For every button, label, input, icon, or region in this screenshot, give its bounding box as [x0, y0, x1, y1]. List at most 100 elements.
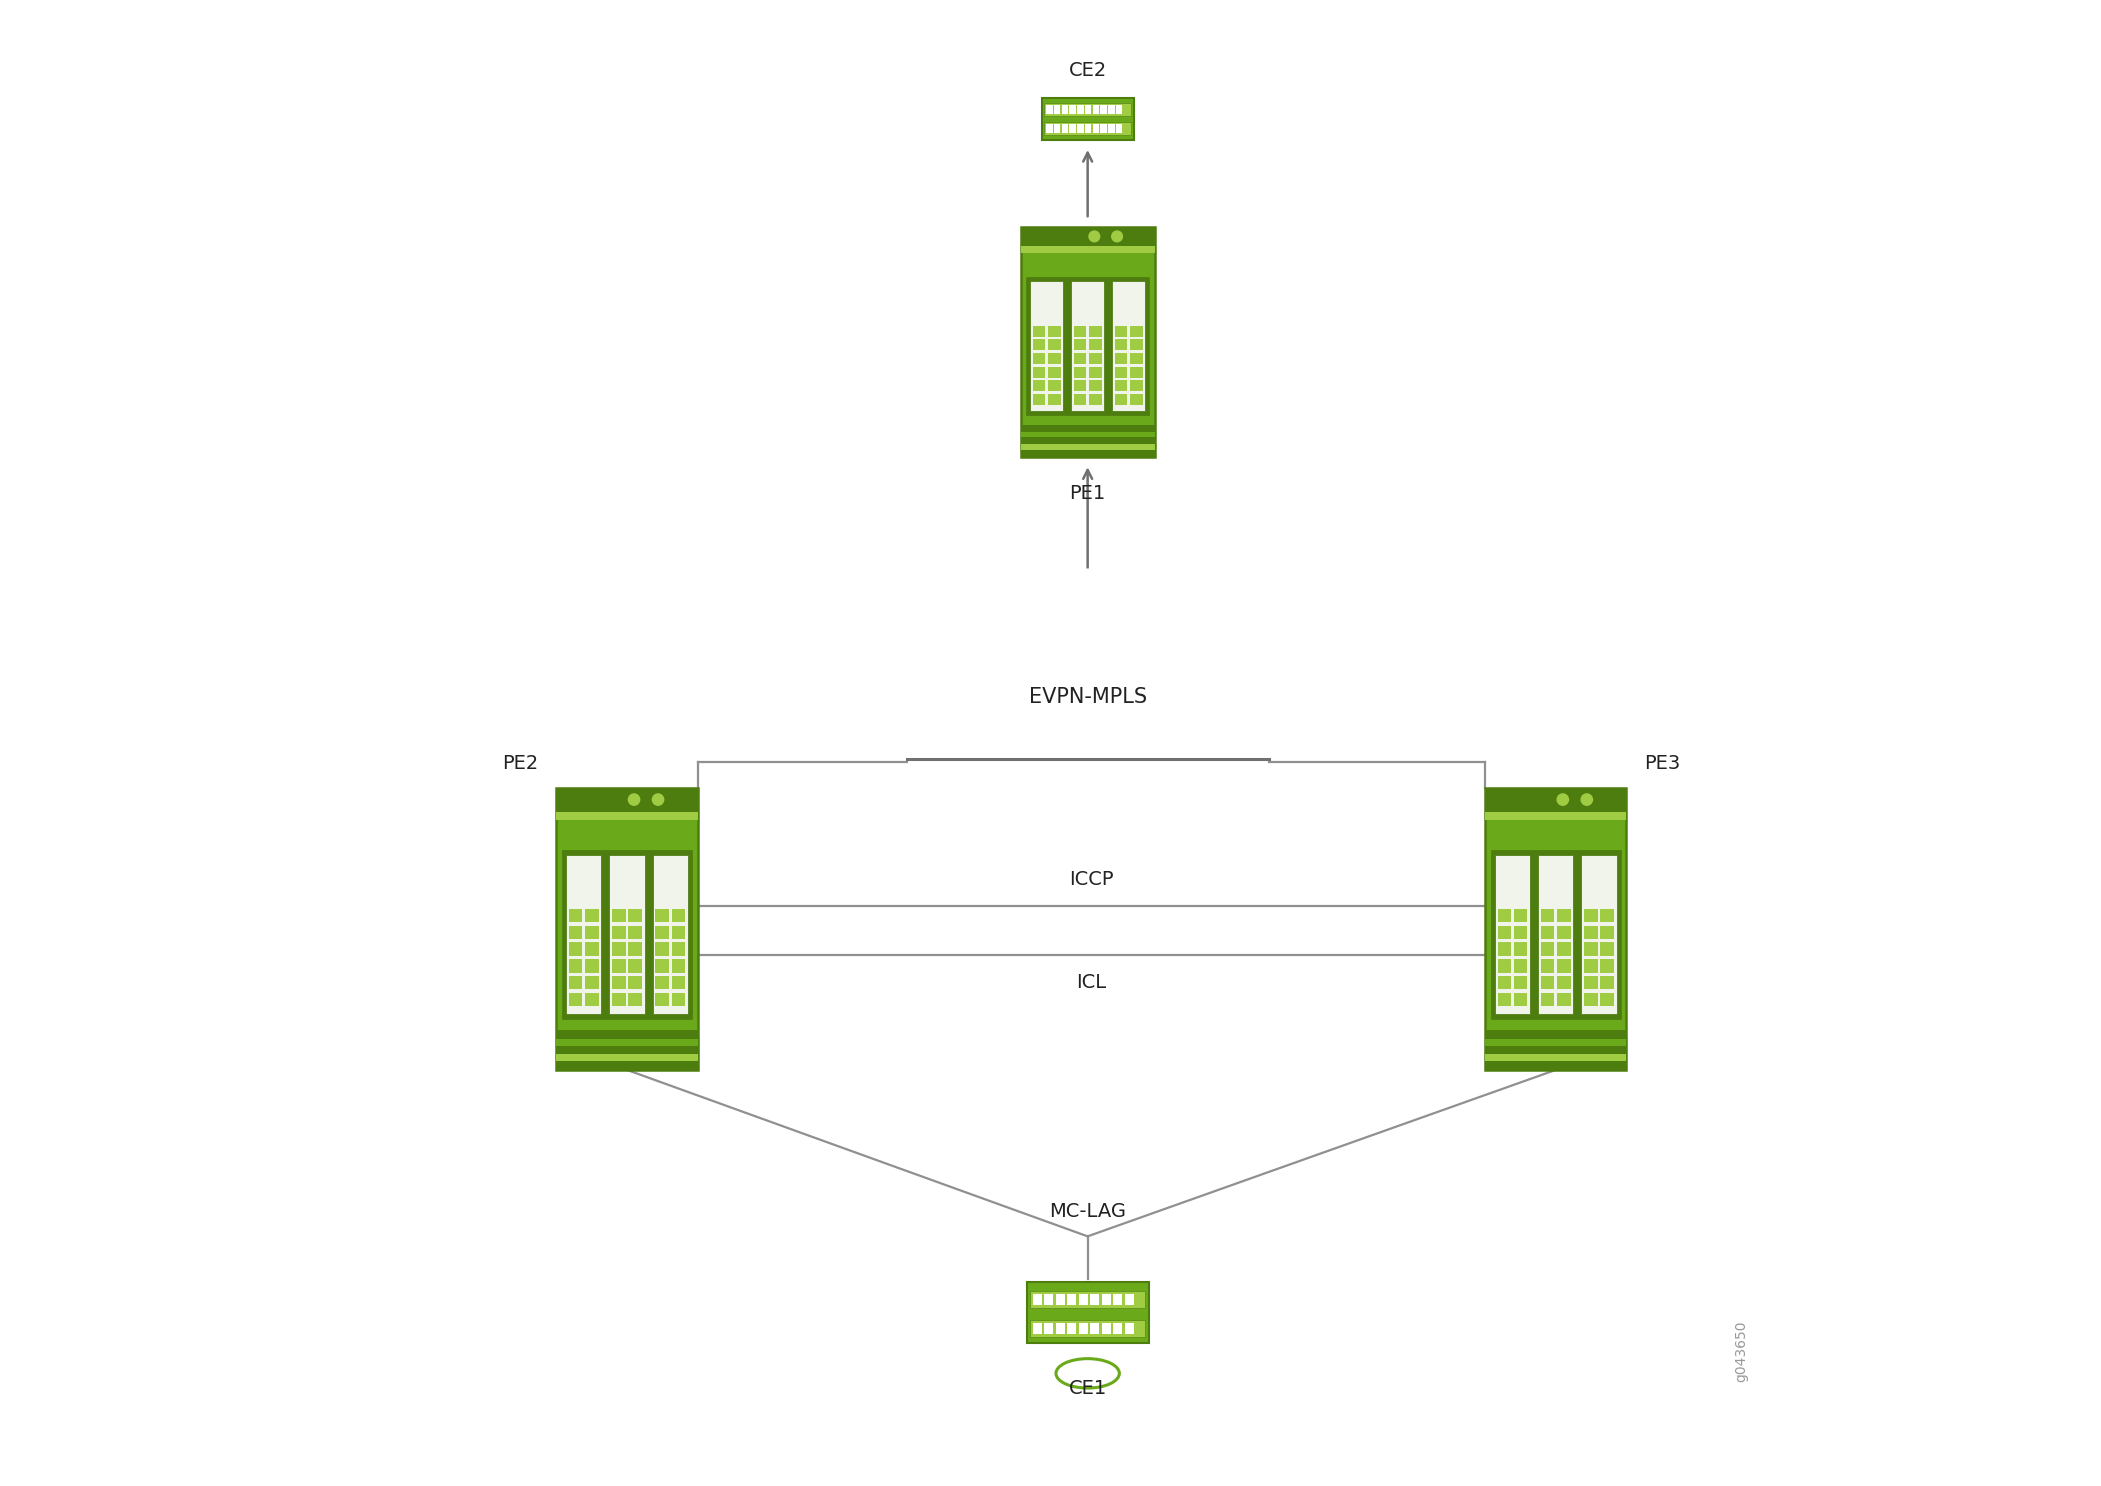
FancyBboxPatch shape [1540, 993, 1555, 1006]
FancyBboxPatch shape [1046, 123, 1053, 132]
FancyBboxPatch shape [628, 926, 643, 939]
FancyBboxPatch shape [569, 993, 582, 1006]
FancyBboxPatch shape [1101, 1294, 1111, 1305]
FancyBboxPatch shape [672, 976, 685, 990]
FancyBboxPatch shape [1044, 103, 1130, 116]
FancyBboxPatch shape [611, 993, 626, 1006]
FancyBboxPatch shape [1093, 106, 1099, 113]
FancyBboxPatch shape [1074, 380, 1086, 391]
FancyBboxPatch shape [1021, 437, 1156, 444]
FancyBboxPatch shape [1072, 281, 1105, 412]
FancyBboxPatch shape [653, 854, 687, 1013]
FancyBboxPatch shape [1067, 1323, 1076, 1333]
FancyBboxPatch shape [1515, 942, 1527, 955]
FancyBboxPatch shape [1034, 1294, 1042, 1305]
FancyBboxPatch shape [1515, 976, 1527, 990]
FancyBboxPatch shape [1557, 942, 1572, 955]
Circle shape [1164, 645, 1288, 770]
FancyBboxPatch shape [1498, 926, 1511, 939]
FancyBboxPatch shape [1515, 909, 1527, 923]
FancyBboxPatch shape [1540, 926, 1555, 939]
FancyBboxPatch shape [1601, 909, 1614, 923]
FancyBboxPatch shape [1124, 1294, 1135, 1305]
FancyBboxPatch shape [1055, 106, 1061, 113]
FancyBboxPatch shape [1601, 976, 1614, 990]
FancyBboxPatch shape [1584, 958, 1597, 973]
Text: MC-LAG: MC-LAG [1048, 1202, 1126, 1221]
Circle shape [887, 645, 1013, 770]
FancyBboxPatch shape [1540, 909, 1555, 923]
FancyBboxPatch shape [557, 811, 698, 820]
FancyBboxPatch shape [611, 976, 626, 990]
FancyBboxPatch shape [584, 942, 599, 955]
FancyBboxPatch shape [1130, 339, 1143, 351]
FancyBboxPatch shape [1074, 367, 1086, 377]
FancyBboxPatch shape [1114, 325, 1128, 337]
FancyBboxPatch shape [1061, 123, 1067, 132]
FancyBboxPatch shape [1078, 106, 1084, 113]
FancyBboxPatch shape [1485, 1039, 1626, 1046]
FancyBboxPatch shape [1055, 123, 1061, 132]
FancyBboxPatch shape [1055, 1323, 1065, 1333]
FancyBboxPatch shape [1044, 122, 1130, 135]
FancyBboxPatch shape [1044, 1294, 1053, 1305]
FancyBboxPatch shape [1601, 958, 1614, 973]
FancyBboxPatch shape [656, 976, 668, 990]
FancyBboxPatch shape [1515, 993, 1527, 1006]
FancyBboxPatch shape [557, 788, 698, 811]
FancyBboxPatch shape [584, 976, 599, 990]
FancyBboxPatch shape [1498, 942, 1511, 955]
FancyBboxPatch shape [1021, 431, 1156, 437]
FancyBboxPatch shape [1111, 281, 1145, 412]
FancyBboxPatch shape [1021, 247, 1156, 253]
FancyBboxPatch shape [1557, 958, 1572, 973]
FancyBboxPatch shape [584, 909, 599, 923]
FancyBboxPatch shape [1114, 1294, 1122, 1305]
FancyBboxPatch shape [1485, 1030, 1626, 1039]
FancyBboxPatch shape [611, 942, 626, 955]
FancyBboxPatch shape [672, 958, 685, 973]
FancyBboxPatch shape [1027, 1282, 1149, 1343]
FancyBboxPatch shape [1557, 993, 1572, 1006]
FancyBboxPatch shape [1032, 339, 1046, 351]
FancyBboxPatch shape [1540, 976, 1555, 990]
FancyBboxPatch shape [584, 993, 599, 1006]
FancyBboxPatch shape [1048, 352, 1061, 364]
FancyBboxPatch shape [1067, 1294, 1076, 1305]
Text: PE1: PE1 [1069, 484, 1105, 502]
Circle shape [1088, 230, 1099, 242]
FancyBboxPatch shape [1114, 367, 1128, 377]
FancyBboxPatch shape [1069, 106, 1076, 113]
FancyBboxPatch shape [1107, 123, 1114, 132]
FancyBboxPatch shape [1498, 909, 1511, 923]
FancyBboxPatch shape [1101, 106, 1107, 113]
FancyBboxPatch shape [1042, 98, 1135, 140]
FancyBboxPatch shape [1044, 1323, 1053, 1333]
FancyBboxPatch shape [628, 976, 643, 990]
Text: ICL: ICL [1076, 973, 1107, 993]
FancyBboxPatch shape [1090, 1323, 1099, 1333]
FancyBboxPatch shape [1114, 1323, 1122, 1333]
FancyBboxPatch shape [1540, 958, 1555, 973]
FancyBboxPatch shape [1492, 850, 1620, 1019]
Text: PE2: PE2 [502, 753, 538, 773]
FancyBboxPatch shape [1069, 123, 1076, 132]
FancyBboxPatch shape [1084, 106, 1090, 113]
FancyBboxPatch shape [1494, 854, 1530, 1013]
Text: PE3: PE3 [1645, 753, 1681, 773]
FancyBboxPatch shape [1029, 1291, 1145, 1308]
FancyBboxPatch shape [1088, 380, 1101, 391]
FancyBboxPatch shape [1048, 367, 1061, 377]
FancyBboxPatch shape [1048, 380, 1061, 391]
FancyBboxPatch shape [1021, 425, 1156, 431]
FancyBboxPatch shape [1130, 367, 1143, 377]
FancyBboxPatch shape [1498, 993, 1511, 1006]
FancyBboxPatch shape [569, 958, 582, 973]
FancyBboxPatch shape [1116, 106, 1122, 113]
FancyBboxPatch shape [557, 1046, 698, 1055]
FancyBboxPatch shape [611, 958, 626, 973]
FancyBboxPatch shape [1021, 444, 1156, 450]
FancyBboxPatch shape [1074, 352, 1086, 364]
FancyBboxPatch shape [1088, 367, 1101, 377]
FancyBboxPatch shape [557, 1055, 698, 1061]
